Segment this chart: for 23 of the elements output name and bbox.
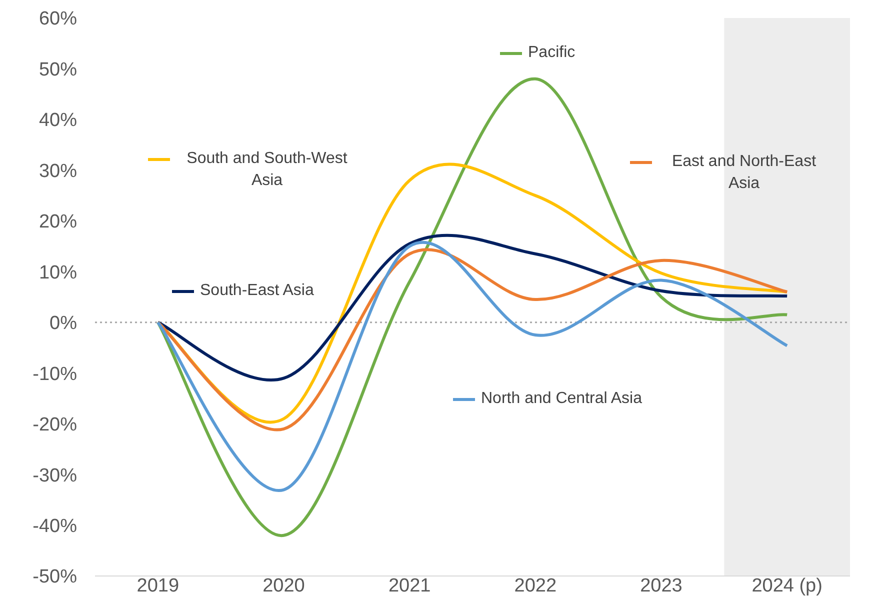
y-tick-label: -10% — [32, 364, 78, 385]
x-tick-label: 2020 — [262, 575, 305, 596]
y-tick-label: -30% — [32, 465, 78, 486]
y-tick-label: 0% — [50, 313, 78, 334]
y-tick-label: 20% — [38, 212, 78, 233]
legend-label: North and Central Asia — [481, 389, 642, 409]
legend-label: South and South-West Asia — [186, 149, 348, 191]
x-tick-label: 2024 (p) — [752, 575, 822, 596]
legend-label: Pacific — [528, 43, 576, 63]
y-tick-label: 50% — [38, 59, 78, 80]
y-tick-label: 30% — [38, 160, 78, 182]
x-tick-label: 2019 — [136, 575, 180, 596]
y-tick-label: -40% — [32, 516, 78, 538]
y-tick-label: 10% — [38, 262, 78, 284]
y-tick-label: 40% — [38, 110, 78, 132]
x-tick-label: 2021 — [388, 575, 431, 596]
y-tick-label: 60% — [38, 8, 78, 30]
x-tick-label: 2023 — [640, 575, 682, 596]
legend-label: East and North-East Asia — [670, 152, 818, 194]
y-tick-label: -50% — [32, 566, 78, 588]
x-tick-label: 2022 — [514, 575, 557, 596]
y-tick-label: -20% — [32, 414, 78, 436]
legend-label: South-East Asia — [200, 281, 314, 301]
